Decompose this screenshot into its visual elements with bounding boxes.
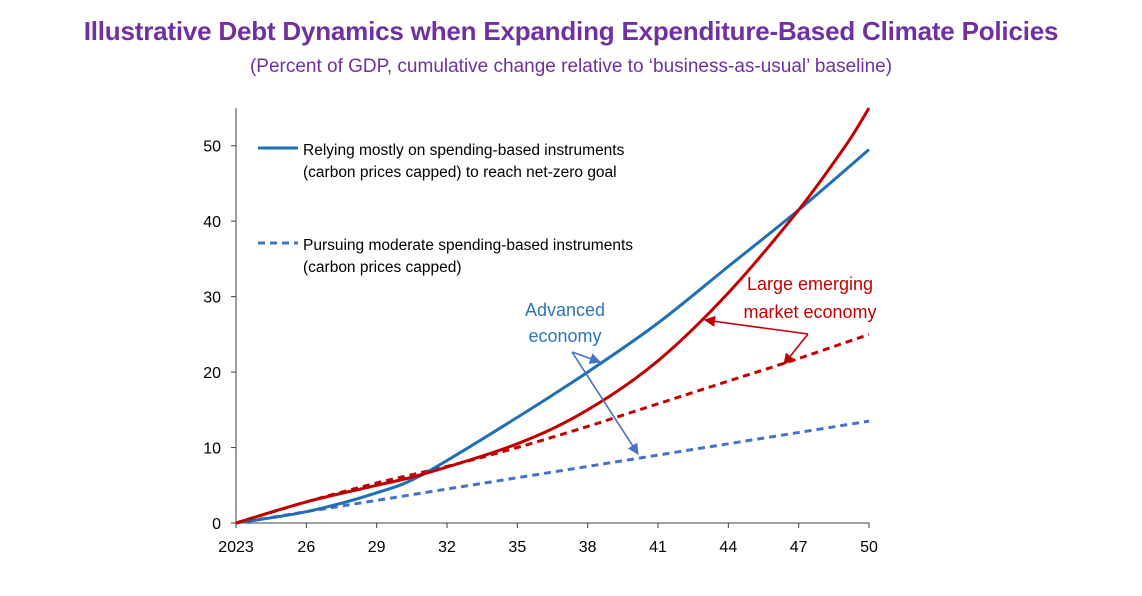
y-tick-label: 30: [203, 290, 221, 307]
annotation-advanced-arrow-2: [571, 351, 639, 455]
y-tick-label: 40: [203, 214, 221, 231]
legend-solid-line1: Relying mostly on spending-based instrum…: [303, 142, 625, 159]
legend-dashed-line1: Pursuing moderate spending-based instrum…: [303, 237, 633, 254]
x-tick-label: 2023: [218, 539, 254, 556]
annotation-emerging-line1: Large emerging: [747, 274, 873, 294]
x-tick-label: 50: [860, 539, 878, 556]
annotation-emerging-line2: market economy: [743, 302, 876, 322]
x-tick-label: 35: [508, 539, 526, 556]
series-advanced-spending: [235, 148, 870, 525]
y-tick-label: 0: [212, 516, 221, 533]
legend-dashed-line2: (carbon prices capped): [303, 259, 462, 276]
x-tick-label: 38: [579, 539, 597, 556]
x-tick-label: 44: [719, 539, 737, 556]
x-tick-label: 32: [438, 539, 456, 556]
x-tick-label: 29: [368, 539, 386, 556]
series-advanced-moderate: [235, 419, 870, 525]
chart-subtitle: (Percent of GDP, cumulative change relat…: [249, 56, 893, 77]
annotation-emerging: Large emerging market economy: [703, 274, 877, 365]
annotation-advanced: Advanced economy: [525, 300, 639, 455]
y-tick-label: 20: [203, 365, 221, 382]
legend-solid-line2: (carbon prices capped) to reach net-zero…: [303, 164, 617, 181]
annotation-emerging-arrow-2: [783, 333, 809, 365]
annotation-advanced-line2: economy: [528, 326, 601, 346]
x-tick-label: 41: [649, 539, 667, 556]
axes: 0 10 20 30 40 50 2023 26 29 32 35 38 41 44 47 50: [203, 108, 878, 556]
series-layer: [235, 107, 871, 525]
x-tick-label: 26: [297, 539, 315, 556]
annotation-advanced-arrow-1: [571, 351, 602, 364]
series-emerging-spending: [235, 107, 871, 525]
x-tick-label: 47: [790, 539, 808, 556]
annotation-emerging-arrow-1: [703, 315, 809, 335]
annotation-advanced-line1: Advanced: [525, 300, 605, 320]
chart-title: Illustrative Debt Dynamics when Expandin…: [83, 16, 1059, 46]
legend: Relying mostly on spending-based instrum…: [258, 142, 633, 276]
y-tick-label: 10: [203, 441, 221, 458]
y-tick-label: 50: [203, 139, 221, 156]
